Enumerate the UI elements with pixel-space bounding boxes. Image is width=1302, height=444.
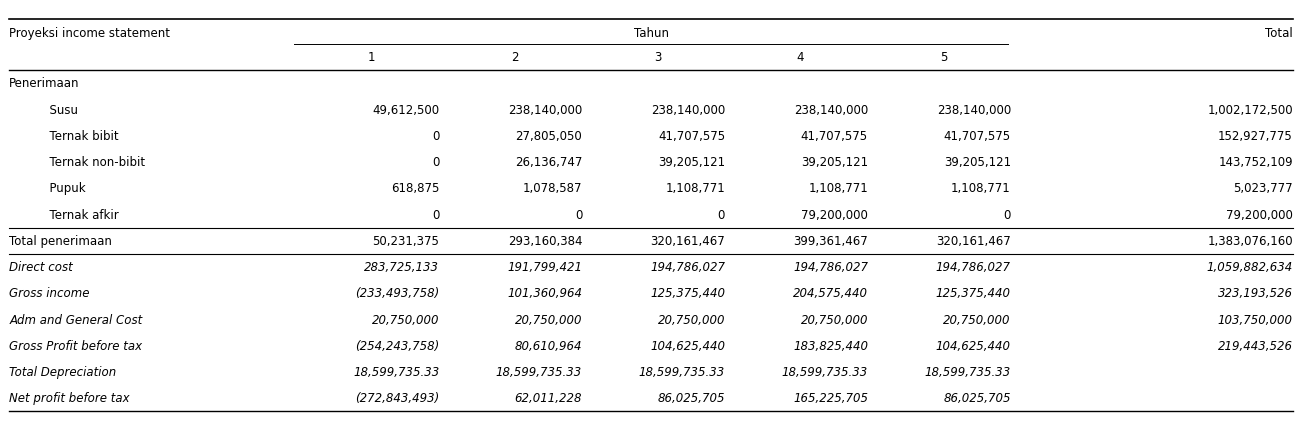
Text: 125,375,440: 125,375,440 (650, 287, 725, 301)
Text: Ternak afkir: Ternak afkir (42, 209, 118, 222)
Text: 194,786,027: 194,786,027 (936, 261, 1010, 274)
Text: 0: 0 (1004, 209, 1010, 222)
Text: 86,025,705: 86,025,705 (944, 392, 1010, 405)
Text: 18,599,735.33: 18,599,735.33 (924, 366, 1010, 379)
Text: Net profit before tax: Net profit before tax (9, 392, 130, 405)
Text: 39,205,121: 39,205,121 (944, 156, 1010, 169)
Text: 323,193,526: 323,193,526 (1217, 287, 1293, 301)
Text: Gross income: Gross income (9, 287, 90, 301)
Text: 26,136,747: 26,136,747 (514, 156, 582, 169)
Text: 104,625,440: 104,625,440 (936, 340, 1010, 353)
Text: 50,231,375: 50,231,375 (372, 235, 439, 248)
Text: 183,825,440: 183,825,440 (793, 340, 868, 353)
Text: 62,011,228: 62,011,228 (514, 392, 582, 405)
Text: (254,243,758): (254,243,758) (355, 340, 439, 353)
Text: 238,140,000: 238,140,000 (508, 103, 582, 117)
Text: 5: 5 (940, 51, 947, 63)
Text: 125,375,440: 125,375,440 (936, 287, 1010, 301)
Text: 0: 0 (432, 156, 439, 169)
Text: 3: 3 (654, 51, 661, 63)
Text: Proyeksi income statement: Proyeksi income statement (9, 27, 171, 40)
Text: 283,725,133: 283,725,133 (365, 261, 439, 274)
Text: 79,200,000: 79,200,000 (801, 209, 868, 222)
Text: 219,443,526: 219,443,526 (1217, 340, 1293, 353)
Text: Total penerimaan: Total penerimaan (9, 235, 112, 248)
Text: 238,140,000: 238,140,000 (936, 103, 1010, 117)
Text: 165,225,705: 165,225,705 (793, 392, 868, 405)
Text: (272,843,493): (272,843,493) (355, 392, 439, 405)
Text: 152,927,775: 152,927,775 (1219, 130, 1293, 143)
Text: (233,493,758): (233,493,758) (355, 287, 439, 301)
Text: 41,707,575: 41,707,575 (658, 130, 725, 143)
Text: 18,599,735.33: 18,599,735.33 (353, 366, 439, 379)
Text: Ternak non-bibit: Ternak non-bibit (42, 156, 145, 169)
Text: 238,140,000: 238,140,000 (794, 103, 868, 117)
Text: 1,108,771: 1,108,771 (952, 182, 1010, 195)
Text: 293,160,384: 293,160,384 (508, 235, 582, 248)
Text: Adm and General Cost: Adm and General Cost (9, 313, 142, 327)
Text: 18,599,735.33: 18,599,735.33 (781, 366, 868, 379)
Text: 0: 0 (432, 130, 439, 143)
Text: Direct cost: Direct cost (9, 261, 73, 274)
Text: 204,575,440: 204,575,440 (793, 287, 868, 301)
Text: 104,625,440: 104,625,440 (650, 340, 725, 353)
Text: 20,750,000: 20,750,000 (944, 313, 1010, 327)
Text: Pupuk: Pupuk (42, 182, 86, 195)
Text: Total Depreciation: Total Depreciation (9, 366, 116, 379)
Text: 0: 0 (574, 209, 582, 222)
Text: 39,205,121: 39,205,121 (801, 156, 868, 169)
Text: 2: 2 (510, 51, 518, 63)
Text: 4: 4 (797, 51, 805, 63)
Text: 143,752,109: 143,752,109 (1219, 156, 1293, 169)
Text: Ternak bibit: Ternak bibit (42, 130, 118, 143)
Text: 80,610,964: 80,610,964 (514, 340, 582, 353)
Text: 79,200,000: 79,200,000 (1226, 209, 1293, 222)
Text: 618,875: 618,875 (391, 182, 439, 195)
Text: 49,612,500: 49,612,500 (372, 103, 439, 117)
Text: 194,786,027: 194,786,027 (650, 261, 725, 274)
Text: 39,205,121: 39,205,121 (658, 156, 725, 169)
Text: 0: 0 (432, 209, 439, 222)
Text: 41,707,575: 41,707,575 (944, 130, 1010, 143)
Text: 399,361,467: 399,361,467 (793, 235, 868, 248)
Text: 194,786,027: 194,786,027 (793, 261, 868, 274)
Text: 320,161,467: 320,161,467 (936, 235, 1010, 248)
Text: 191,799,421: 191,799,421 (508, 261, 582, 274)
Text: 103,750,000: 103,750,000 (1217, 313, 1293, 327)
Text: 18,599,735.33: 18,599,735.33 (639, 366, 725, 379)
Text: 20,750,000: 20,750,000 (514, 313, 582, 327)
Text: 86,025,705: 86,025,705 (658, 392, 725, 405)
Text: 238,140,000: 238,140,000 (651, 103, 725, 117)
Text: Tahun: Tahun (634, 27, 668, 40)
Text: Gross Profit before tax: Gross Profit before tax (9, 340, 142, 353)
Text: 20,750,000: 20,750,000 (658, 313, 725, 327)
Text: 1,059,882,634: 1,059,882,634 (1207, 261, 1293, 274)
Text: 0: 0 (717, 209, 725, 222)
Text: Total: Total (1266, 27, 1293, 40)
Text: 1,383,076,160: 1,383,076,160 (1207, 235, 1293, 248)
Text: 41,707,575: 41,707,575 (801, 130, 868, 143)
Text: 5,023,777: 5,023,777 (1233, 182, 1293, 195)
Text: 320,161,467: 320,161,467 (650, 235, 725, 248)
Text: 1,108,771: 1,108,771 (665, 182, 725, 195)
Text: 27,805,050: 27,805,050 (516, 130, 582, 143)
Text: 20,750,000: 20,750,000 (801, 313, 868, 327)
Text: Susu: Susu (42, 103, 78, 117)
Text: 20,750,000: 20,750,000 (372, 313, 439, 327)
Text: 1,002,172,500: 1,002,172,500 (1207, 103, 1293, 117)
Text: 1,108,771: 1,108,771 (809, 182, 868, 195)
Text: 18,599,735.33: 18,599,735.33 (496, 366, 582, 379)
Text: 1: 1 (368, 51, 375, 63)
Text: 1,078,587: 1,078,587 (522, 182, 582, 195)
Text: 101,360,964: 101,360,964 (508, 287, 582, 301)
Text: Penerimaan: Penerimaan (9, 77, 79, 91)
